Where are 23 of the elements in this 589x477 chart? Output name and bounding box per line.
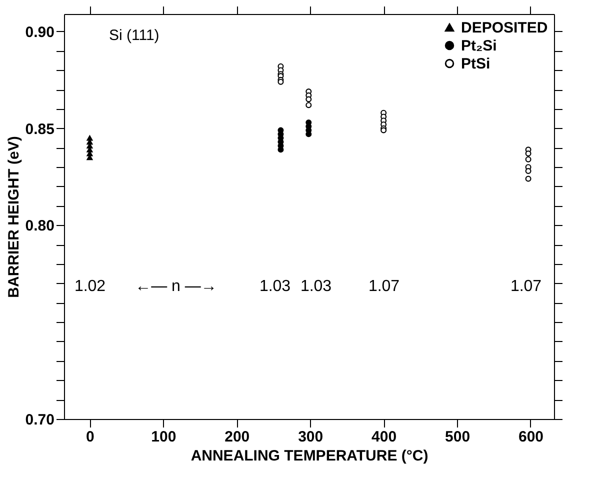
y-tick-label: 0.85 bbox=[25, 120, 54, 138]
annotation: ←— n —→ bbox=[135, 278, 217, 295]
annotation: 1.07 bbox=[368, 278, 400, 295]
x-tick-label: 200 bbox=[224, 428, 250, 446]
y-axis-title: BARRIER HEIGHT (eV) bbox=[5, 136, 22, 298]
annotation: 1.07 bbox=[510, 278, 542, 295]
annotation: 1.02 bbox=[74, 278, 106, 295]
y-tick-label: 0.80 bbox=[25, 218, 54, 235]
x-tick-label: 100 bbox=[151, 428, 176, 446]
x-axis-title: ANNEALING TEMPERATURE (°C) bbox=[190, 448, 428, 464]
annotation: 1.03 bbox=[300, 278, 332, 295]
legend-label: PtSi bbox=[461, 56, 490, 72]
legend-label: DEPOSITED bbox=[461, 20, 548, 36]
x-tick-label: 0 bbox=[86, 428, 94, 446]
x-tick-label: 500 bbox=[445, 428, 470, 446]
y-tick-label: 0.70 bbox=[25, 412, 54, 428]
legend-label: Pt₂Si bbox=[461, 38, 497, 54]
y-tick-label: 0.90 bbox=[25, 24, 54, 41]
x-tick-label: 600 bbox=[518, 428, 544, 446]
annotation: 1.03 bbox=[259, 278, 291, 295]
annotation: Si (111) bbox=[109, 27, 160, 44]
x-tick-label: 300 bbox=[298, 428, 324, 446]
x-tick-label: 400 bbox=[372, 428, 397, 446]
